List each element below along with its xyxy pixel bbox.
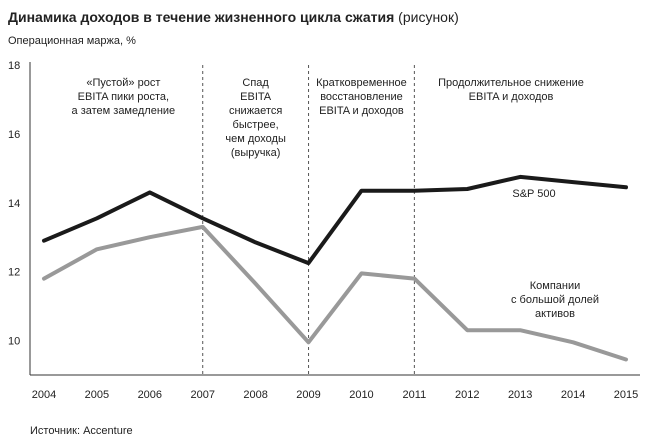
phase-annotation-line: снижается: [229, 105, 282, 117]
x-tick-label: 2007: [190, 389, 214, 401]
y-tick-label: 12: [8, 267, 20, 279]
phase-dividers: [202, 65, 415, 375]
series-lines: [42, 174, 628, 362]
y-tick-label: 16: [8, 129, 20, 141]
x-tick-labels: 2004 2005 2006 2007 2008 2009 2010 2011 2012 2013…: [32, 389, 638, 401]
x-tick-label: 2008: [243, 389, 267, 401]
phase-annotation-line: Кратковременное: [316, 77, 407, 89]
phase-annotation-line: EBITA и доходов: [469, 91, 554, 103]
x-tick-label: 2013: [508, 389, 532, 401]
series-label-line: S&P 500: [512, 188, 555, 200]
chart-title-bold: Динамика доходов в течение жизненного ци…: [8, 9, 394, 25]
y-tick-label: 18: [8, 60, 20, 72]
phase-annotation-line: EBITA: [240, 91, 272, 103]
x-tick-label: 2011: [403, 389, 427, 401]
chart-title: Динамика доходов в течение жизненного ци…: [8, 9, 459, 25]
phase-annotation-line: EBITA и доходов: [319, 105, 404, 117]
x-tick-label: 2006: [138, 389, 162, 401]
source-note: Источник: Accenture: [30, 425, 133, 437]
phase-annotations: «Пустой» рост EBITA пики роста, а затем за…: [72, 77, 584, 159]
phase-annotation-line: Продолжительное снижение: [438, 77, 584, 89]
phase-annotation-line: восстановление: [320, 91, 403, 103]
x-tick-label: 2012: [455, 389, 479, 401]
phase-annotation-line: «Пустой» рост: [86, 77, 160, 89]
series-labels: S&P 500 Компании с большой долей активов: [511, 188, 599, 320]
y-axis-label: Операционная маржа, %: [8, 35, 136, 47]
y-tick-label: 14: [8, 198, 20, 210]
chart-title-suffix: (рисунок): [394, 9, 458, 25]
phase-annotation-line: Спад: [242, 77, 269, 89]
y-tick-label: 10: [8, 336, 20, 348]
x-tick-label: 2010: [349, 389, 373, 401]
phase-annotation-line: (выручка): [231, 147, 280, 159]
series-label-line: активов: [535, 308, 575, 320]
phase-annotation-line: быстрее,: [233, 119, 279, 131]
x-tick-label: 2014: [561, 389, 585, 401]
x-tick-label: 2005: [85, 389, 109, 401]
series-label-line: с большой долей: [511, 294, 599, 306]
x-tick-label: 2009: [296, 389, 320, 401]
x-tick-label: 2015: [614, 389, 638, 401]
plot-frame: [29, 62, 640, 376]
x-tick-label: 2004: [32, 389, 56, 401]
phase-annotation-line: EBITA пики роста,: [78, 91, 169, 103]
series-line-asset-heavy: [42, 224, 628, 362]
series-label-line: Компании: [530, 280, 581, 292]
y-tick-labels: 10 12 14 16 18: [8, 60, 20, 348]
series-line-sp500: [42, 174, 628, 266]
phase-annotation-line: чем доходы: [225, 133, 286, 145]
phase-annotation-line: а затем замедление: [72, 105, 176, 117]
